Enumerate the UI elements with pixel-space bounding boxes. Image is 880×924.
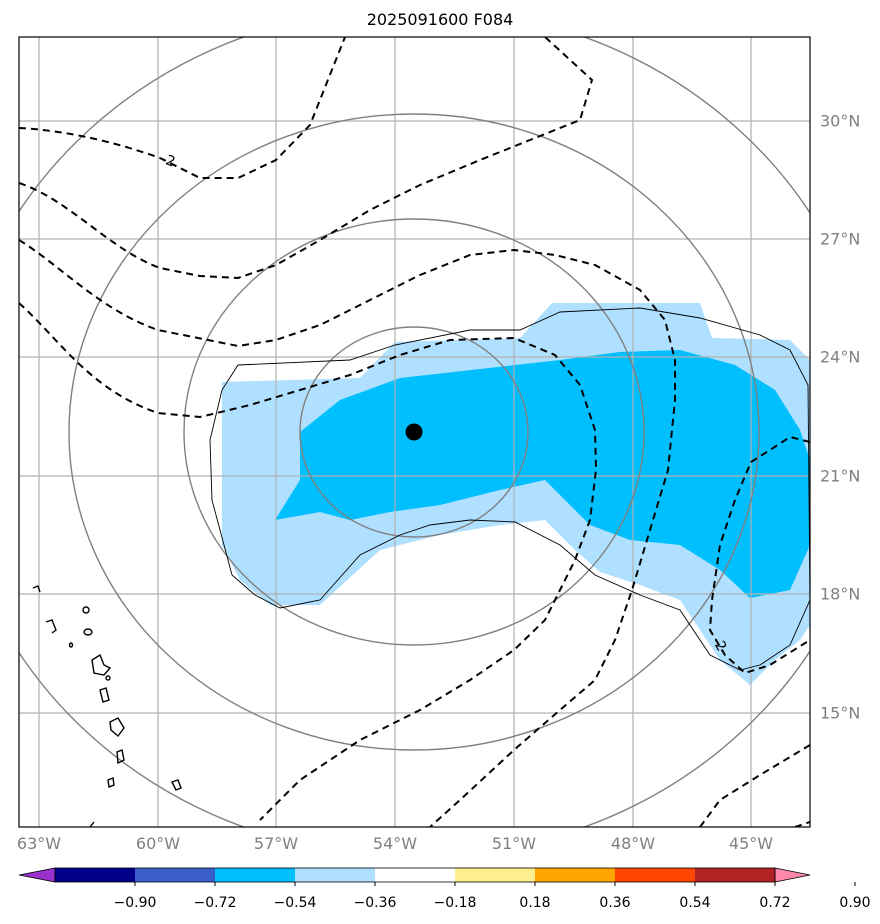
colorbar-tick-label: −0.72 [193,895,237,911]
dashed-contours [19,37,810,827]
colorbar-segment [455,868,535,882]
colorbar-tick-label: −0.18 [433,895,477,911]
lon-label: 45°W [728,834,774,853]
colorbar-tick-label: 0.90 [839,895,871,911]
storm-center-marker [405,423,423,441]
map-frame [18,36,811,828]
colorbar-segment [615,868,695,882]
colorbar-tick-label: 0.18 [519,895,551,911]
colorbar-segment [375,868,455,882]
colorbar-segment [215,868,295,882]
medium-blue-region [275,350,810,598]
map-title: 2025091600 F084 [366,10,514,29]
range-rings [19,37,810,827]
colorbar-segment [295,868,375,882]
colorbar-tick-label: −0.90 [113,895,157,911]
colorbar-tick-label: 0.54 [679,895,711,911]
colorbar-segment [135,868,215,882]
lat-label: 21°N [820,466,861,486]
colorbar-tick-label: 0.72 [759,895,791,911]
colorbar-outline [54,867,776,883]
lon-label: 60°W [135,834,181,853]
lon-label: 51°W [491,834,537,853]
lat-label: 30°N [820,111,861,131]
lon-label: 57°W [253,834,299,853]
lon-label: 48°W [610,834,656,853]
contour-label-upper: -2 [159,151,178,171]
lat-label: 18°N [820,584,861,604]
colorbar-tick-label: −0.54 [273,895,317,911]
colorbar-segment [55,868,135,882]
contour-label-lower: -2 [709,634,730,654]
lat-label: 24°N [820,347,861,367]
lon-label: 63°W [16,834,62,853]
colorbar-extend-low [18,867,56,883]
colorbar-segment [535,868,615,882]
lat-label: 27°N [820,229,861,249]
colorbar-tick-label: 0.36 [599,895,631,911]
colorbar-tick-label: −0.36 [353,895,397,911]
colorbar-extend-high [774,867,811,883]
island-outlines [32,585,182,827]
lon-label: 54°W [372,834,418,853]
lat-label: 15°N [820,703,861,723]
colorbar-segment [695,868,775,882]
thin-contour [209,307,810,671]
graticule [19,37,810,827]
